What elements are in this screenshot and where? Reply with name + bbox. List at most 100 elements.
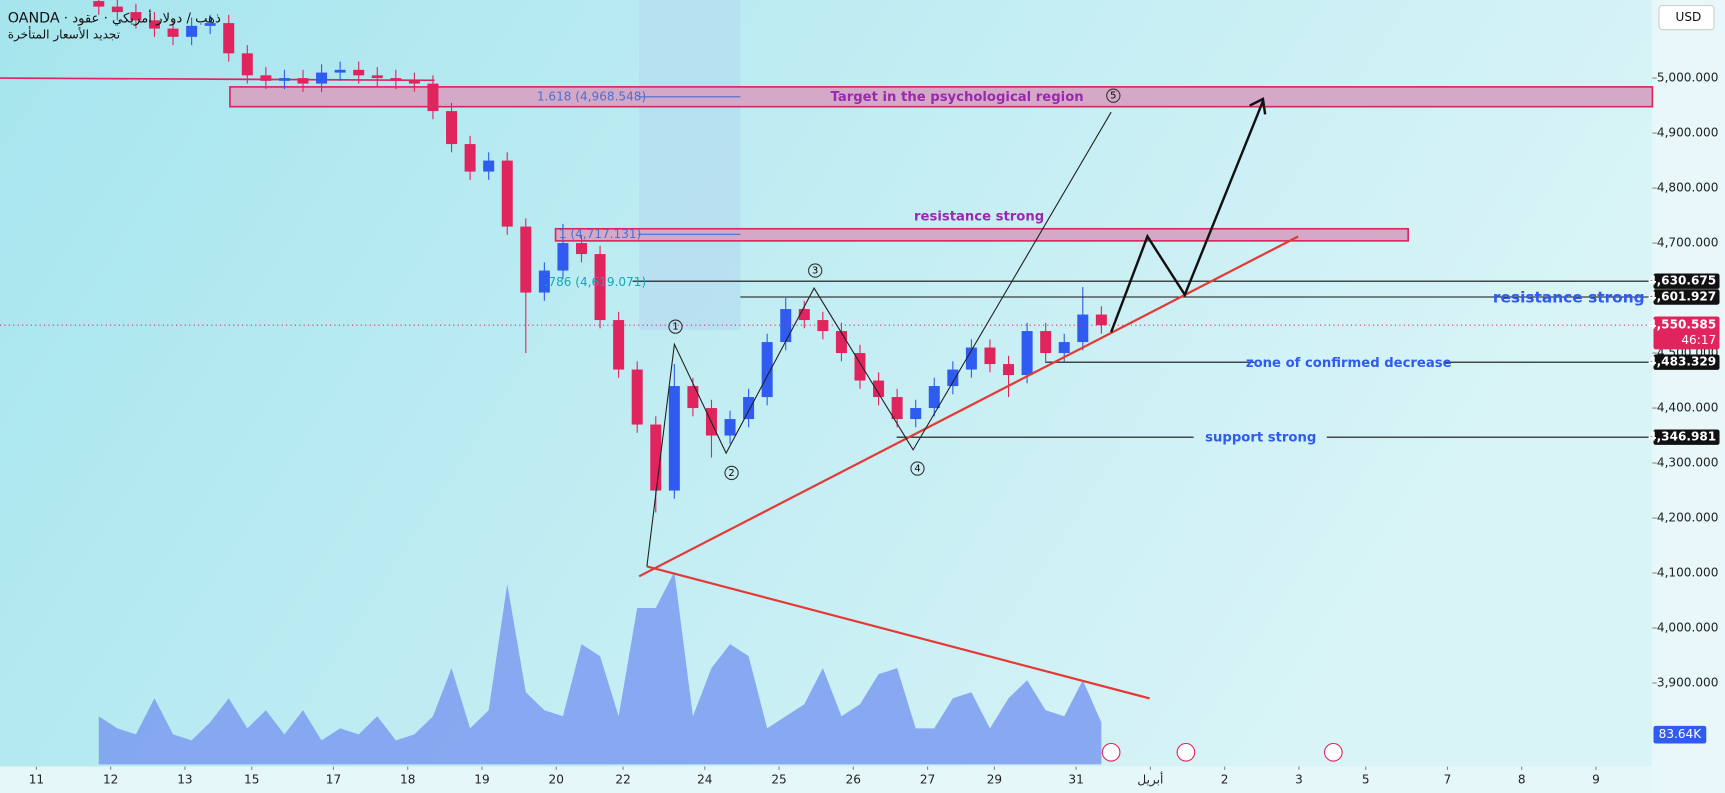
volume-area — [98, 571, 1102, 765]
candle-body — [910, 408, 922, 420]
event-icon[interactable] — [1324, 742, 1343, 762]
projection-path — [1109, 100, 1265, 333]
x-tick-label: 7 — [1444, 772, 1452, 786]
wave-circle — [724, 465, 739, 481]
annotation: Target in the psychological region — [831, 90, 1084, 105]
candle-body — [316, 72, 328, 84]
candle-body — [1003, 364, 1015, 376]
waves: 1 2 3 4 5 — [668, 88, 1121, 481]
x-tick-label: 11 — [29, 772, 44, 786]
event-icon[interactable] — [1101, 742, 1121, 762]
currency[interactable]: USD — [1675, 10, 1701, 24]
wave-label: 5 — [1110, 91, 1116, 102]
candle-body — [223, 23, 235, 54]
x-tick-label: 8 — [1518, 772, 1526, 786]
x-tick-label: 3 — [1295, 772, 1303, 786]
candle-body — [297, 78, 309, 84]
candle-body — [1077, 314, 1089, 343]
candle-body — [1095, 314, 1107, 326]
candle-body — [613, 320, 625, 370]
y-tick-label: 4,200.000 — [1657, 511, 1718, 525]
candle-body — [594, 254, 606, 321]
wave-path — [646, 111, 1112, 567]
y-tick-label: 4,400.000 — [1657, 401, 1718, 415]
y-tick-label: 5,000.000 — [1657, 71, 1718, 85]
price-axis-bg — [1652, 0, 1725, 793]
y-tick-label: 4,100.000 — [1657, 566, 1718, 580]
candle-body — [483, 160, 495, 172]
layer — [0, 0, 1653, 513]
arrow-head — [1249, 97, 1267, 115]
x-tick-label: 13 — [177, 772, 192, 786]
resistance-zone — [554, 227, 1409, 242]
currency-button[interactable] — [1658, 4, 1715, 31]
candle-body — [1058, 342, 1070, 354]
candle-body — [538, 270, 550, 293]
candle-body — [186, 25, 198, 37]
broker: OANDA — [8, 11, 60, 27]
layer — [98, 571, 1102, 765]
candle-body — [334, 69, 346, 73]
last-price-label: 4,550.585 — [1648, 318, 1716, 332]
candle-body — [835, 331, 847, 354]
x-tick-label: 5 — [1362, 772, 1370, 786]
support-trendline — [638, 235, 1299, 578]
x-tick-label: 26 — [846, 772, 861, 786]
candle-body — [1040, 331, 1052, 354]
annotation: support strong — [1205, 431, 1316, 446]
candle-body — [743, 397, 755, 420]
candle-body — [650, 424, 662, 491]
y-tick-label: 4,900.000 — [1657, 126, 1718, 140]
candle-body — [111, 6, 123, 13]
volume-label: 83.64K — [1659, 727, 1703, 741]
candle-body — [761, 342, 773, 398]
candle-body — [408, 80, 420, 84]
wave-circle — [910, 461, 925, 476]
candle-body — [501, 160, 513, 227]
target-zone — [229, 86, 1654, 108]
level-label: 4,630.675 — [1648, 274, 1716, 288]
candle-body — [427, 83, 439, 112]
candle-body — [854, 353, 866, 381]
y-tick-label: 4,800.000 — [1657, 181, 1718, 195]
volume-label-bg — [1653, 725, 1707, 744]
x-tick-label: 25 — [771, 772, 786, 786]
candle-body — [928, 386, 940, 409]
wave-label: 4 — [914, 464, 920, 475]
plot-background — [0, 0, 1653, 767]
level-label: 4,346.981 — [1648, 430, 1716, 444]
candle-body — [260, 75, 272, 81]
candle-body — [724, 419, 736, 436]
x-tick-label: 22 — [615, 772, 630, 786]
last-price-bg — [1653, 316, 1720, 350]
candle-body — [873, 380, 885, 398]
y-tick-label: 4,000.000 — [1657, 621, 1718, 635]
candle-body — [576, 243, 588, 255]
x-tick-label: 17 — [326, 772, 341, 786]
level-label: 4,483.329 — [1648, 355, 1716, 369]
x-tick-label: 12 — [103, 772, 118, 786]
candle-body — [353, 69, 365, 76]
x-tick-label: 15 — [244, 772, 259, 786]
layer: 3,900.000 4,000.000 4,100.000 4,200.000 4,30… — [29, 71, 1720, 787]
candle-body — [891, 397, 903, 420]
candle-body — [631, 369, 643, 425]
candle-body — [204, 23, 216, 26]
candle-body — [780, 309, 792, 343]
event-icon[interactable] — [1176, 742, 1196, 762]
level-label-bg — [1653, 289, 1720, 305]
candle-body — [464, 144, 476, 172]
level-label-bg — [1653, 354, 1720, 370]
level-label-bg — [1653, 273, 1720, 289]
x-tick-label: 19 — [474, 772, 489, 786]
x-tick-label: 9 — [1592, 772, 1600, 786]
wave-circle — [808, 263, 823, 278]
countdown: 46:17 — [1681, 333, 1716, 347]
level-label: 4,601.927 — [1648, 290, 1716, 304]
candle-body — [241, 53, 253, 76]
fib-label: 1.618 (4,968.548) — [537, 89, 646, 103]
wave-label: 2 — [728, 468, 734, 479]
subline: تجديد الأسعار المتأخرة — [8, 26, 120, 43]
